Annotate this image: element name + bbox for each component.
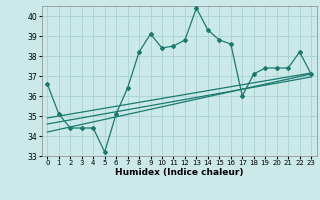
X-axis label: Humidex (Indice chaleur): Humidex (Indice chaleur) [115, 168, 244, 177]
